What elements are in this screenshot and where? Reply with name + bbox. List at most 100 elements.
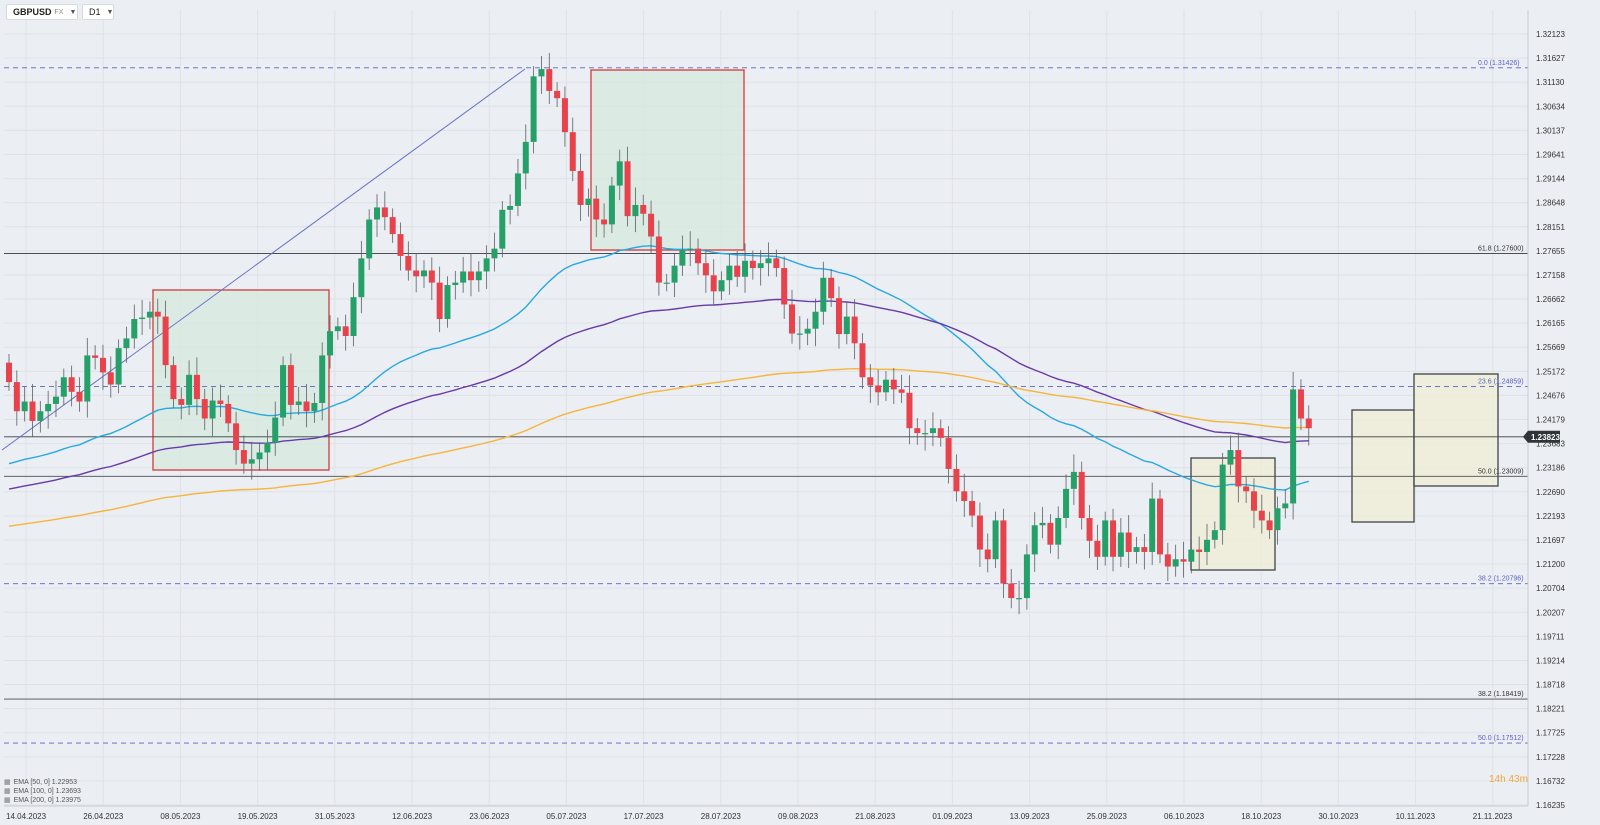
candle-body <box>773 258 780 269</box>
candle-body <box>366 219 373 259</box>
candle-body <box>350 297 357 337</box>
candle-body <box>154 311 161 317</box>
candle-bull <box>374 194 381 238</box>
x-tick-label: 19.05.2023 <box>238 812 279 821</box>
y-tick-label: 1.24179 <box>1536 416 1565 425</box>
yellow-box-november-2 <box>1413 373 1499 487</box>
candle-body <box>123 338 130 349</box>
candle-body <box>1117 532 1124 557</box>
candle-body <box>420 270 427 277</box>
indicator-settings-icon: ▦ <box>4 797 11 804</box>
candle-body <box>1203 539 1210 552</box>
y-tick-label: 1.16732 <box>1536 777 1565 786</box>
candle-bull <box>123 326 130 363</box>
candle-body <box>875 385 882 393</box>
legend-ema100[interactable]: ▦ EMA [100, 0] 1.23693 <box>4 787 81 796</box>
candle-bull <box>84 337 91 418</box>
candle-body <box>92 355 99 358</box>
fib-label: 23.6 (1.24859) <box>1478 379 1524 386</box>
candle-body <box>217 400 224 404</box>
candle-body <box>162 316 169 366</box>
countdown-hours: 14 <box>1489 774 1501 785</box>
candle-bull <box>1117 517 1124 568</box>
candle-bear <box>695 238 702 275</box>
candle-body <box>561 98 568 133</box>
timeframe-selector[interactable]: D1 ▼ <box>82 4 114 20</box>
candle-bull <box>264 429 271 470</box>
candle-body <box>922 433 929 435</box>
candle-bear <box>773 249 780 277</box>
candle-body <box>1219 464 1226 531</box>
candle-bear <box>593 185 600 238</box>
candle-bear <box>68 365 75 407</box>
y-tick-label: 1.29144 <box>1536 175 1565 184</box>
y-tick-label: 1.23186 <box>1536 464 1565 473</box>
candle-bull <box>37 401 44 433</box>
legend-ema50[interactable]: ▦ EMA [50, 0] 1.22953 <box>4 778 81 787</box>
y-tick-label: 1.31130 <box>1536 78 1565 87</box>
y-tick-label: 1.20207 <box>1536 608 1565 617</box>
candle-body <box>139 317 146 320</box>
candle-bull <box>843 302 850 345</box>
fibonacci-levels: 0.0 (1.31426) 61.8 (1.27600) 23.6 (1.24859… <box>4 60 1528 744</box>
y-tick-label: 1.28151 <box>1536 223 1565 232</box>
candle-bull <box>1023 544 1030 610</box>
candle-body <box>209 400 216 419</box>
x-tick-label: 13.09.2023 <box>1010 812 1051 821</box>
candle-body <box>1227 450 1234 465</box>
y-tick-label: 1.30634 <box>1536 102 1565 111</box>
symbol-suffix: FX <box>54 8 64 16</box>
candle-body <box>789 304 795 334</box>
candle-bull <box>1055 506 1062 560</box>
candle-body <box>655 236 662 283</box>
candle-body <box>475 271 482 281</box>
candle-body <box>882 379 889 393</box>
symbol-selector[interactable]: GBPUSD FX ▼ <box>6 4 78 20</box>
candle-bull <box>186 360 193 416</box>
x-tick-label: 25.09.2023 <box>1087 812 1128 821</box>
candle-bear <box>961 473 968 518</box>
candle-body <box>483 258 490 272</box>
candle-bull <box>45 390 52 429</box>
candle-body <box>1141 547 1148 552</box>
candle-bear <box>984 533 991 573</box>
candle-body <box>718 280 725 292</box>
candle-bear <box>1110 508 1117 572</box>
candle-body <box>1290 389 1297 504</box>
candle-body <box>1305 418 1312 429</box>
legend-ema200[interactable]: ▦ EMA [200, 0] 1.23975 <box>4 796 81 805</box>
candle-body <box>749 260 756 269</box>
timeframe-label: D1 <box>89 7 101 17</box>
candle-bear <box>162 300 169 379</box>
candle-bear <box>890 368 897 404</box>
candle-bear <box>781 256 788 320</box>
candle-body <box>1047 522 1054 545</box>
candle-body <box>867 377 874 386</box>
candle-bear <box>92 345 99 370</box>
legend-ema100-label: EMA [100, 0] 1.23693 <box>13 788 81 795</box>
candle-bear <box>1141 534 1148 570</box>
candle-bull <box>1133 536 1140 564</box>
candle-bear <box>1000 508 1007 599</box>
candle-bull <box>1102 511 1109 566</box>
candle-bull <box>146 301 153 330</box>
candle-bull <box>726 253 733 295</box>
x-tick-label: 28.07.2023 <box>701 812 742 821</box>
candle-body <box>225 403 232 424</box>
candle-body <box>1078 471 1085 518</box>
candle-body <box>240 450 247 464</box>
candle-body <box>1157 498 1164 555</box>
axes: 1.32123 1.31627 1.31130 1.30634 1.30137 1.296… <box>4 10 1565 821</box>
y-tick-label: 1.27655 <box>1536 247 1565 256</box>
candle-bull <box>444 276 451 328</box>
candle-bear <box>99 344 106 390</box>
candle-bear <box>1008 568 1015 609</box>
candle-bull <box>248 441 255 480</box>
candle-bear <box>240 435 247 474</box>
current-price-tag: 1.23823 <box>1523 430 1560 443</box>
candle-bear <box>405 241 412 281</box>
candle-bear <box>6 353 12 391</box>
candle-bear <box>107 356 114 398</box>
y-tick-label: 1.19711 <box>1536 632 1565 641</box>
